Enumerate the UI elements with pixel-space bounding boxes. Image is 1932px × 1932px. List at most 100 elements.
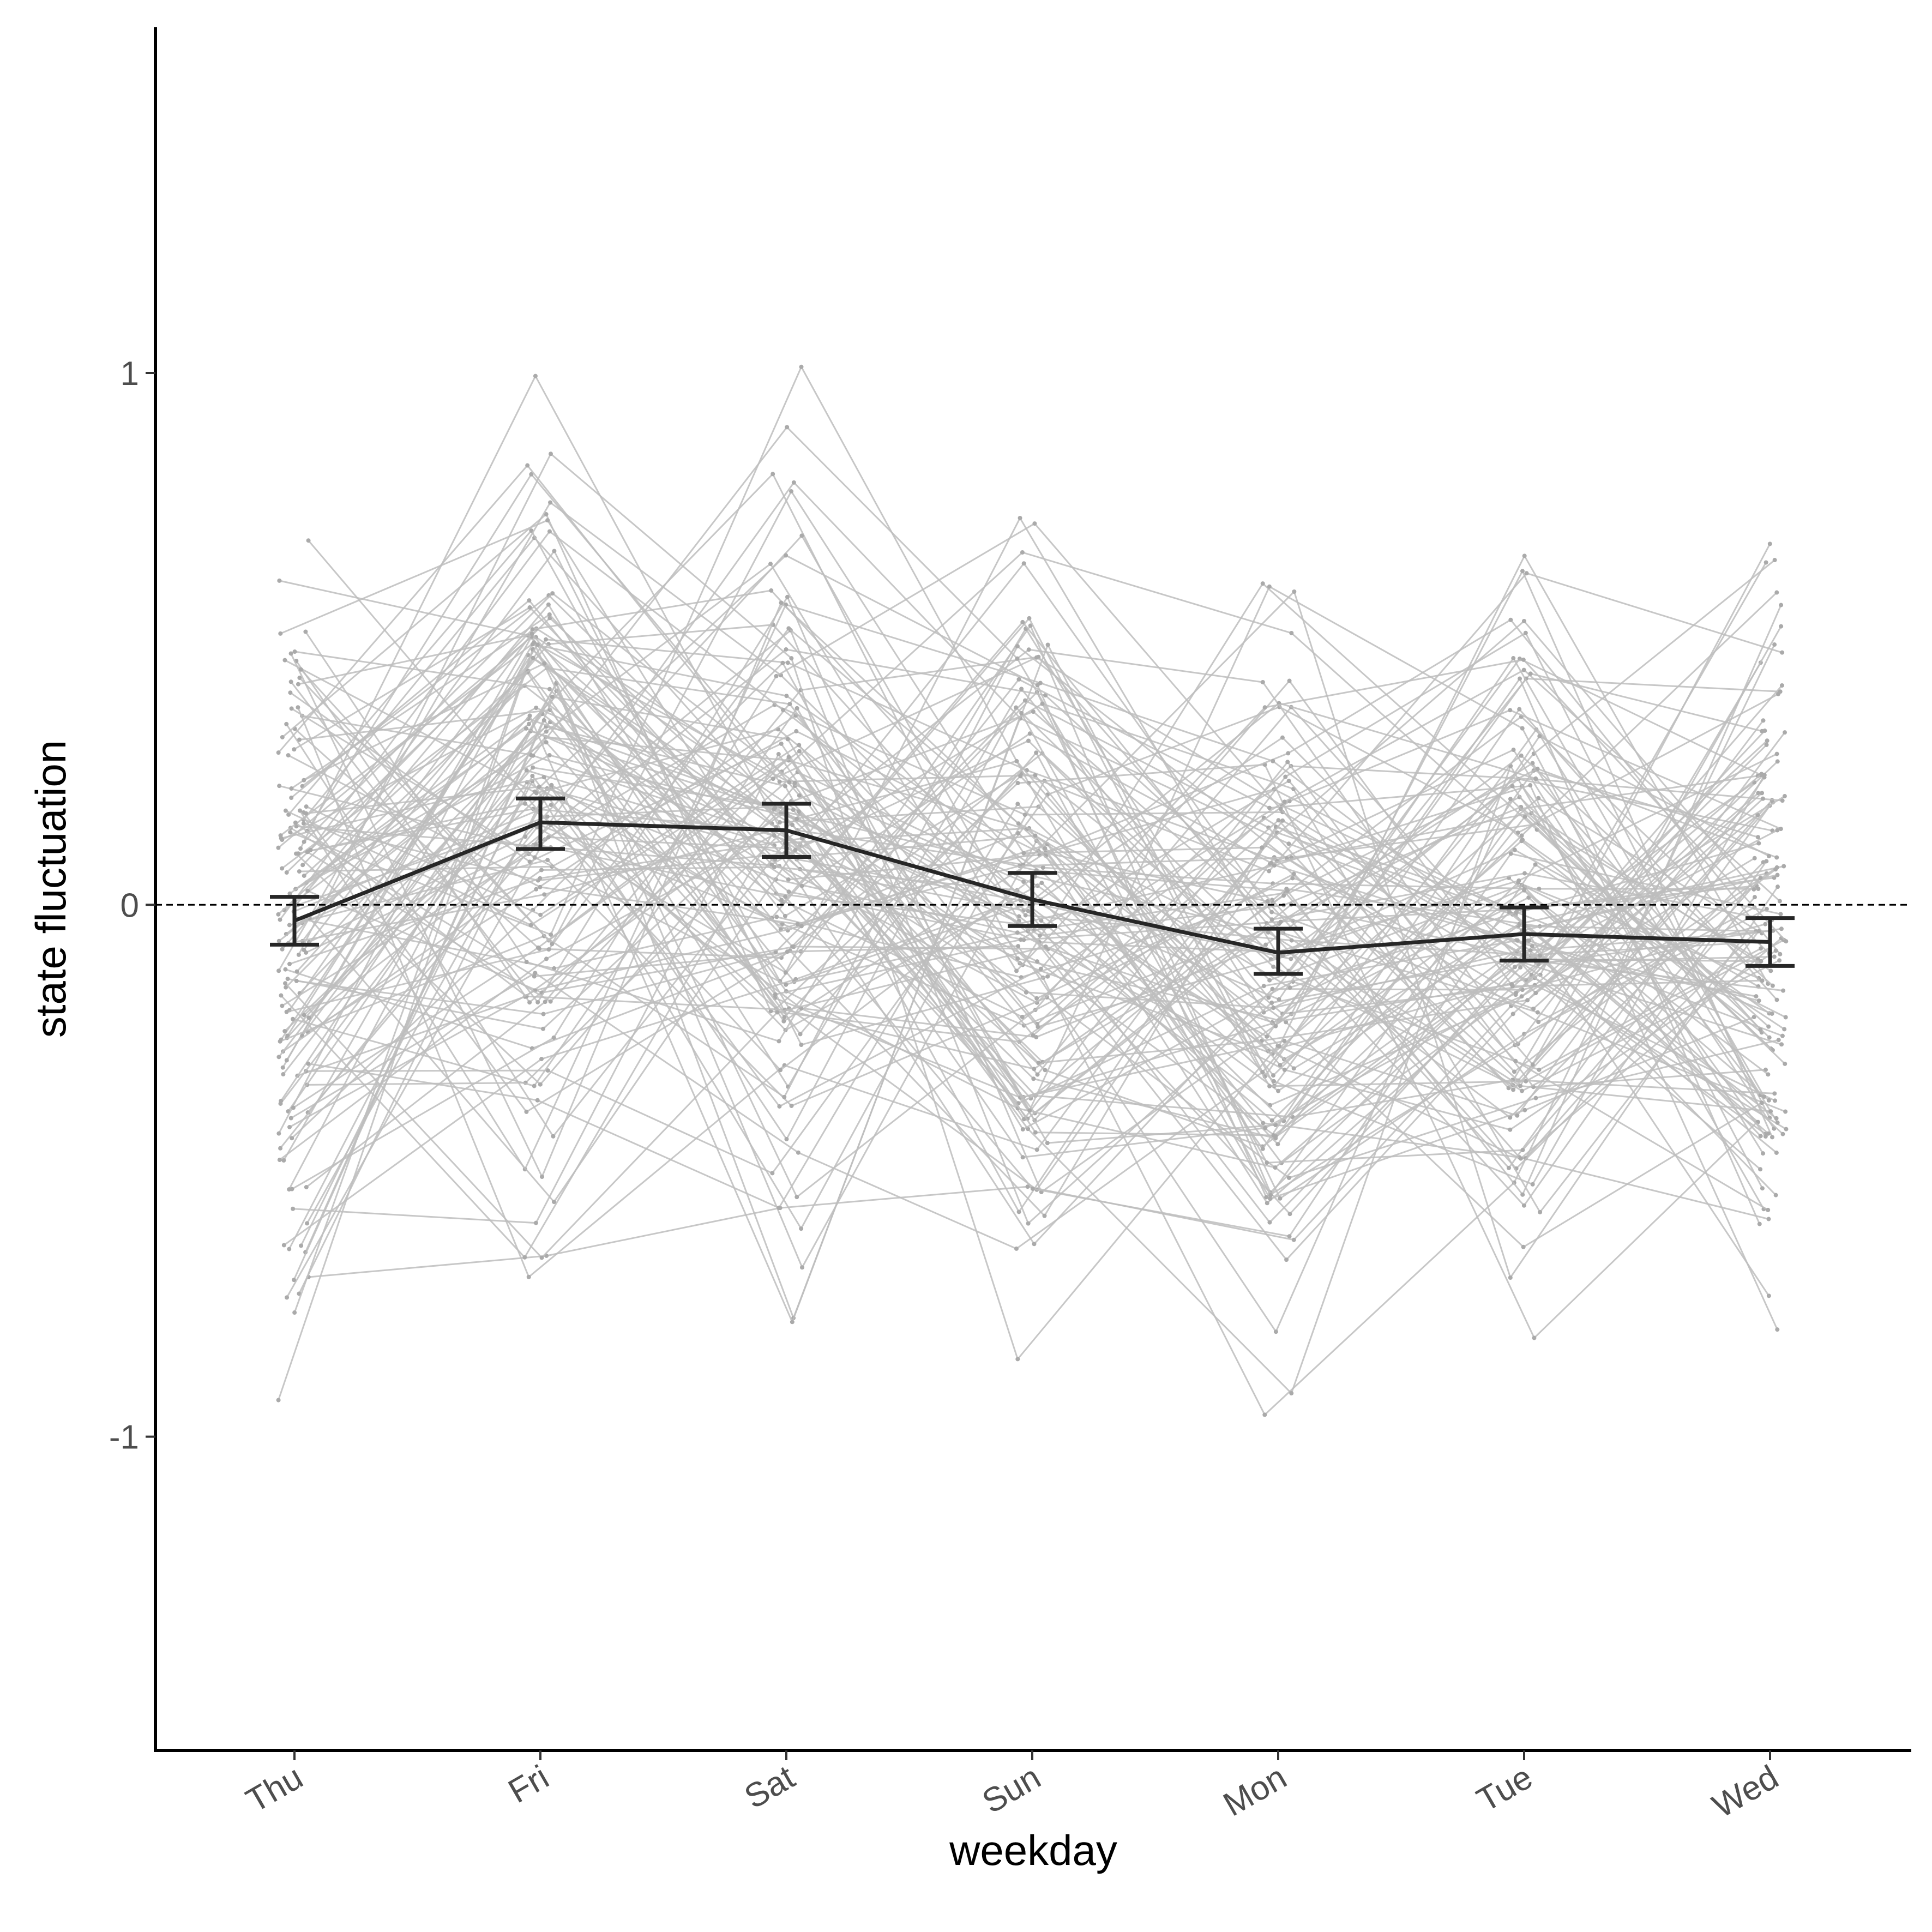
individual-point [1774, 1150, 1779, 1155]
individual-point [1014, 968, 1019, 973]
individual-point [1034, 1147, 1039, 1152]
individual-point [1260, 679, 1265, 684]
individual-point [1271, 1073, 1275, 1078]
individual-point [1271, 964, 1276, 969]
x-tick-label: Sun [976, 1758, 1047, 1821]
individual-point [1528, 671, 1533, 676]
individual-point [1775, 759, 1780, 764]
individual-point [785, 594, 790, 599]
individual-point [1765, 738, 1770, 743]
individual-point [1763, 1134, 1768, 1139]
individual-point [1752, 887, 1756, 892]
individual-point [799, 924, 804, 929]
individual-point [1020, 1127, 1025, 1132]
individual-point [1776, 1038, 1781, 1043]
individual-point [1260, 1070, 1265, 1075]
individual-point [1034, 750, 1039, 755]
individual-point [1292, 589, 1297, 594]
individual-point [1515, 938, 1520, 943]
individual-point [1527, 938, 1532, 943]
individual-point [301, 821, 306, 826]
individual-point [1287, 678, 1292, 683]
individual-point [782, 1094, 787, 1099]
individual-point [291, 1105, 296, 1110]
individual-point [298, 667, 303, 672]
individual-point [285, 977, 290, 982]
individual-point [790, 944, 795, 949]
individual-point [1512, 847, 1517, 852]
individual-point [1761, 718, 1766, 723]
individual-point [1021, 851, 1026, 856]
individual-point [280, 1003, 285, 1008]
individual-point [784, 694, 789, 699]
individual-point [1040, 865, 1045, 870]
individual-point [777, 1039, 781, 1044]
individual-point [1289, 1391, 1294, 1396]
individual-point [1027, 616, 1032, 621]
individual-point [545, 518, 550, 523]
individual-point [533, 1220, 538, 1225]
individual-point [279, 993, 284, 998]
individual-point [531, 655, 535, 660]
individual-point [293, 820, 298, 825]
individual-point [523, 834, 528, 839]
individual-point [1766, 1072, 1771, 1077]
individual-point [778, 820, 783, 825]
individual-point [796, 809, 801, 814]
individual-point [1517, 707, 1522, 712]
x-axis-ticks: Thu Fri Sat Sun Mon Tue Wed [240, 1750, 1785, 1825]
individual-point [302, 839, 306, 844]
individual-point [1022, 698, 1027, 703]
individual-point [530, 642, 535, 647]
individual-point [284, 1058, 289, 1063]
individual-point [1521, 1203, 1526, 1208]
individual-point [541, 718, 546, 723]
individual-point [1775, 872, 1780, 877]
individual-point [1755, 835, 1760, 840]
individual-point [1520, 1088, 1525, 1093]
individual-point [277, 578, 282, 583]
individual-point [1276, 1088, 1281, 1093]
individual-point [1511, 748, 1516, 753]
individual-point [1032, 521, 1037, 526]
individual-point [1780, 798, 1785, 803]
individual-point [1759, 959, 1764, 964]
individual-point [1265, 1201, 1269, 1206]
individual-point [1521, 667, 1526, 672]
individual-point [1522, 871, 1527, 876]
individual-point [1780, 650, 1785, 655]
individual-point [774, 673, 779, 678]
individual-point [786, 755, 791, 760]
individual-point [1018, 774, 1023, 779]
individual-point [1277, 997, 1281, 1002]
individual-point [796, 1150, 801, 1155]
individual-point [1519, 753, 1524, 758]
individual-point [768, 1009, 773, 1014]
individual-line [285, 797, 1786, 1334]
individual-point [781, 1019, 786, 1024]
individual-point [1518, 676, 1522, 681]
individual-point [1784, 1127, 1789, 1131]
individual-point [1268, 1193, 1273, 1197]
individual-point [305, 850, 310, 854]
individual-point [292, 1310, 297, 1315]
individual-point [544, 740, 549, 745]
individual-point [1267, 1084, 1272, 1088]
individual-point [1783, 1061, 1787, 1066]
individual-point [773, 992, 778, 997]
individual-point [1269, 917, 1274, 922]
individual-point [1774, 751, 1779, 756]
individual-point [287, 961, 292, 966]
individual-point [278, 917, 282, 922]
individual-point [1268, 1196, 1273, 1201]
individual-point [1045, 642, 1050, 647]
individual-point [1267, 869, 1272, 874]
individual-line [308, 540, 1780, 1092]
individual-point [276, 912, 281, 917]
individual-point [1766, 1024, 1771, 1029]
individual-point [1767, 541, 1772, 546]
individual-point [1273, 1329, 1278, 1334]
individual-point [790, 822, 795, 827]
individual-point [1524, 1079, 1528, 1084]
individual-point [282, 658, 287, 663]
